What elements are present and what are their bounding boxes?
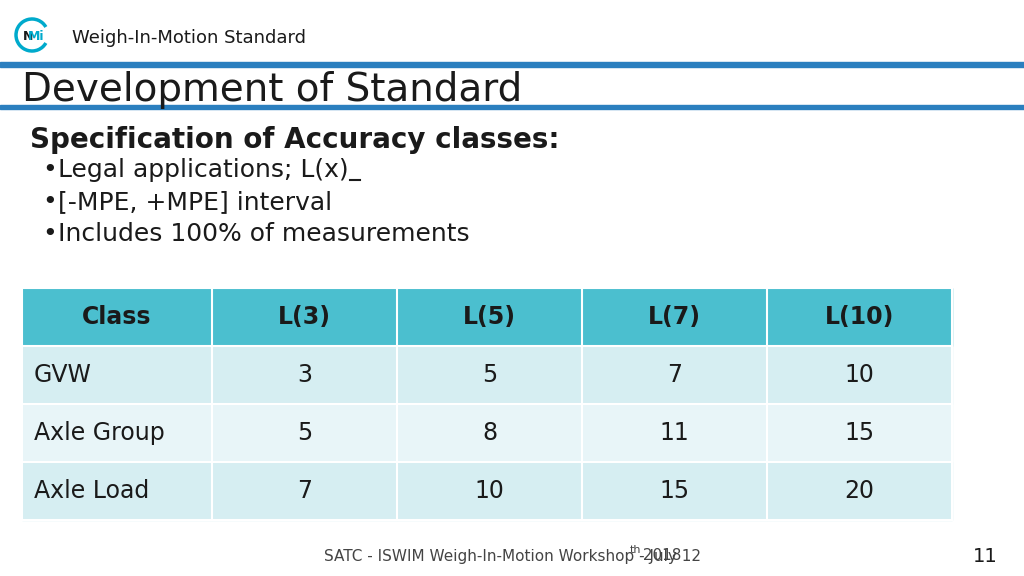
- Text: L(10): L(10): [824, 305, 894, 329]
- Bar: [0, 105, 1024, 109]
- Text: 10: 10: [474, 479, 505, 503]
- Text: •: •: [42, 222, 56, 246]
- Bar: [0, 62, 1024, 67]
- Text: Legal applications; L(x): Legal applications; L(x): [58, 158, 348, 182]
- Text: L(5): L(5): [463, 305, 516, 329]
- Bar: [582, 462, 767, 520]
- Bar: [397, 346, 582, 404]
- Bar: [397, 462, 582, 520]
- Bar: [397, 404, 582, 462]
- Bar: [22, 462, 212, 520]
- Bar: [767, 346, 952, 404]
- Text: Axle Load: Axle Load: [34, 479, 150, 503]
- Bar: [582, 404, 767, 462]
- Bar: [767, 462, 952, 520]
- Text: •: •: [42, 158, 56, 182]
- Bar: [212, 404, 397, 462]
- Text: 20: 20: [845, 479, 874, 503]
- Text: Weigh-In-Motion Standard: Weigh-In-Motion Standard: [72, 29, 306, 47]
- Bar: [212, 288, 397, 346]
- Bar: [767, 288, 952, 346]
- Text: 7: 7: [667, 363, 682, 387]
- Text: GVW: GVW: [34, 363, 92, 387]
- Text: Axle Group: Axle Group: [34, 421, 165, 445]
- Text: 5: 5: [482, 363, 497, 387]
- Text: Includes 100% of measurements: Includes 100% of measurements: [58, 222, 470, 246]
- Text: 2018: 2018: [638, 548, 682, 563]
- Text: •: •: [42, 190, 56, 214]
- Text: Mi: Mi: [28, 29, 44, 43]
- Bar: [767, 404, 952, 462]
- Text: 15: 15: [659, 479, 689, 503]
- Bar: [22, 346, 212, 404]
- Text: L(7): L(7): [648, 305, 701, 329]
- Bar: [212, 462, 397, 520]
- Bar: [582, 288, 767, 346]
- Text: 8: 8: [482, 421, 497, 445]
- Text: N: N: [23, 29, 33, 43]
- Text: [-MPE, +MPE] interval: [-MPE, +MPE] interval: [58, 190, 332, 214]
- Text: Specification of Accuracy classes:: Specification of Accuracy classes:: [30, 126, 559, 154]
- Text: th: th: [630, 545, 641, 555]
- Text: 15: 15: [845, 421, 874, 445]
- Text: SATC - ISWIM Weigh-In-Motion Workshop - July 12: SATC - ISWIM Weigh-In-Motion Workshop - …: [324, 548, 700, 563]
- Bar: [22, 288, 212, 346]
- Text: 5: 5: [297, 421, 312, 445]
- Text: Class: Class: [82, 305, 152, 329]
- Text: 11: 11: [973, 547, 998, 566]
- Text: 7: 7: [297, 479, 312, 503]
- Text: 10: 10: [845, 363, 874, 387]
- Text: L(3): L(3): [278, 305, 331, 329]
- Text: 11: 11: [659, 421, 689, 445]
- Bar: [212, 346, 397, 404]
- Text: Development of Standard: Development of Standard: [22, 71, 522, 109]
- Bar: [22, 404, 212, 462]
- Bar: [397, 288, 582, 346]
- Text: 3: 3: [297, 363, 312, 387]
- Bar: [582, 346, 767, 404]
